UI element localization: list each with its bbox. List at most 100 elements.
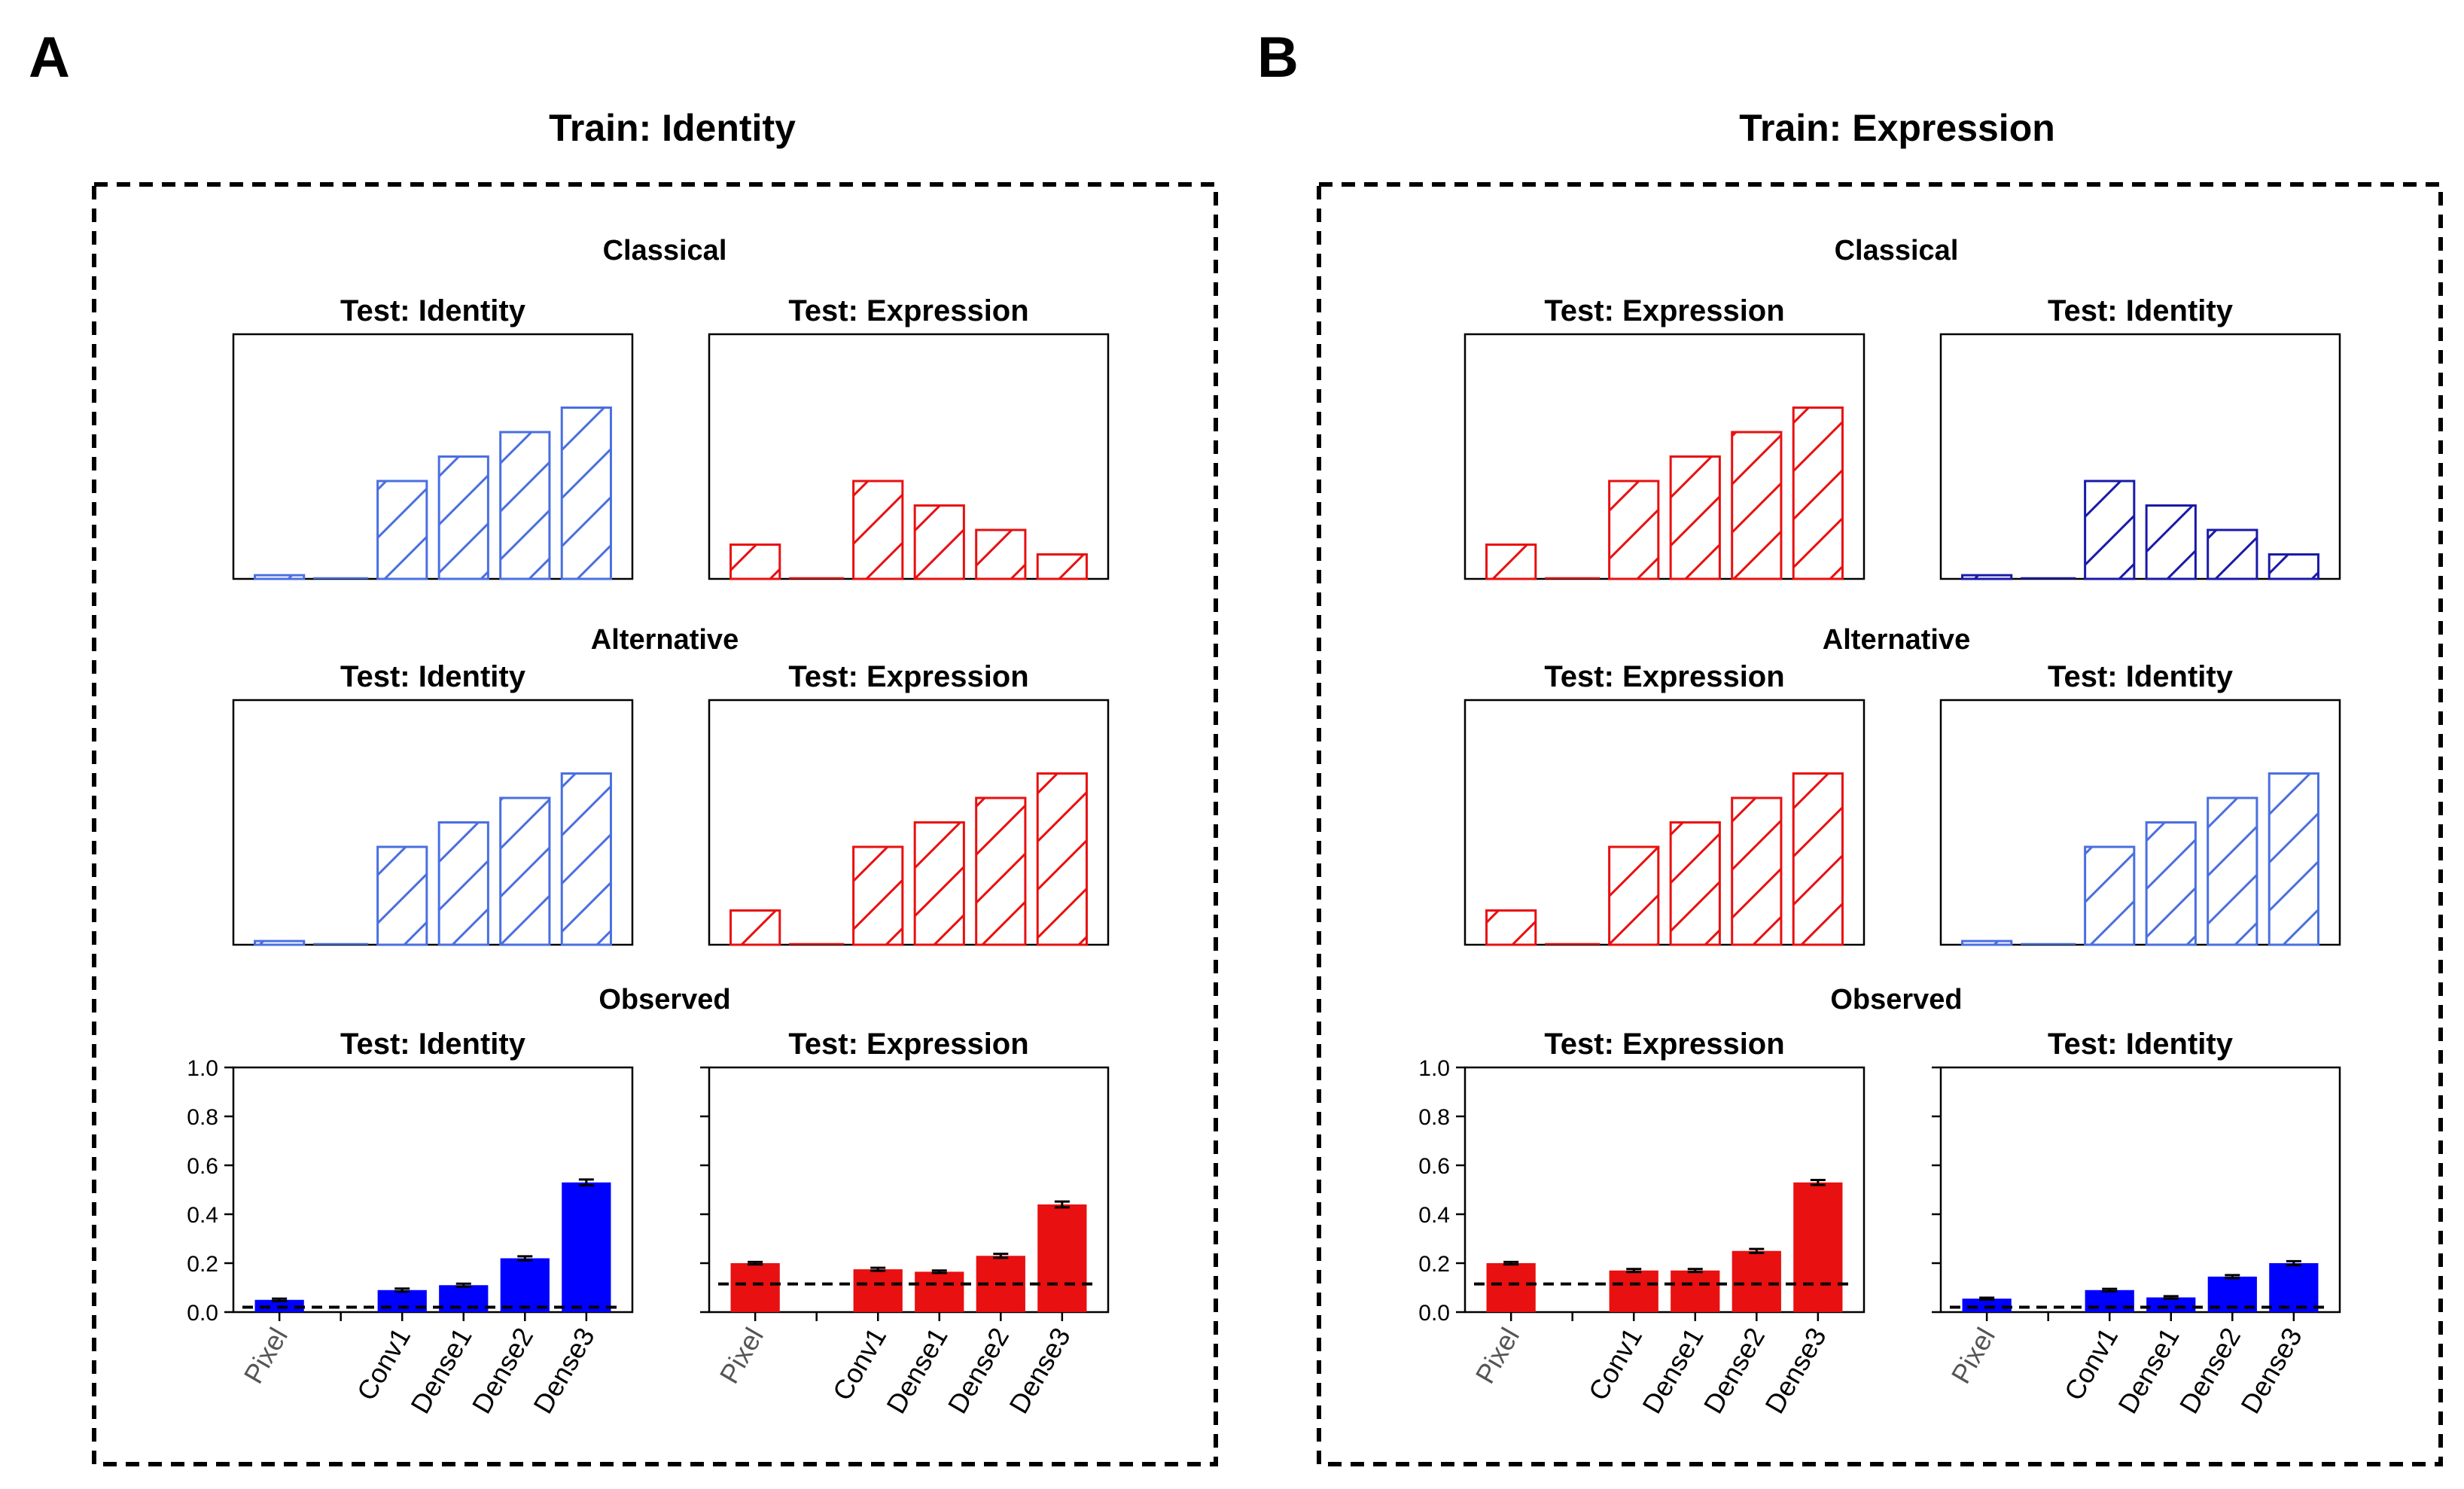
bar <box>499 431 551 580</box>
y-tick-label: 0.6 <box>187 1154 218 1179</box>
bar <box>2207 528 2258 580</box>
section-classical: Classical Test: Identity Test: Expression <box>232 235 1110 580</box>
bar <box>1037 1204 1087 1312</box>
subplot: Test: Identity <box>232 294 634 580</box>
bar <box>1731 796 1783 946</box>
y-tick-label: 1.0 <box>1418 1056 1450 1081</box>
x-tick-label: Conv1 <box>1582 1323 1649 1406</box>
section-title: Observed <box>598 984 730 1016</box>
bar <box>1961 939 2013 946</box>
bar <box>1792 772 1844 946</box>
bar <box>560 407 612 580</box>
subplot-title: Test: Identity <box>340 1028 526 1061</box>
x-tick-label: Pixel <box>1945 1323 2002 1389</box>
x-tick-label: Conv1 <box>827 1323 893 1406</box>
y-tick-label: 0.4 <box>187 1203 218 1228</box>
panel-b: B Train: Expression Classical Test: Express… <box>1257 26 2443 1466</box>
subplot-title: Test: Expression <box>1544 294 1784 327</box>
bar <box>377 1290 427 1312</box>
subplot-title: Test: Expression <box>788 660 1028 693</box>
bar <box>915 1271 964 1312</box>
bar <box>500 1258 550 1312</box>
subplot-title: Test: Identity <box>2048 294 2234 327</box>
bar <box>254 939 306 946</box>
axes-frame <box>232 699 634 946</box>
bar <box>499 796 551 946</box>
bar <box>562 1182 611 1312</box>
x-tick-label: Dense3 <box>527 1323 601 1419</box>
bar <box>1669 455 1721 580</box>
bar <box>1036 772 1088 946</box>
x-tick-label: Conv1 <box>351 1323 417 1406</box>
subplot: Test: Expression <box>1463 660 1866 946</box>
subplot: Test: Identity <box>1939 660 2341 946</box>
bar <box>913 821 965 946</box>
bar <box>1732 1250 1781 1312</box>
y-tick-label: 0.6 <box>1418 1154 1450 1179</box>
axes-frame <box>1939 333 2341 580</box>
y-tick-label: 0.2 <box>187 1252 218 1277</box>
x-tick-label: Pixel <box>238 1323 294 1389</box>
bar <box>1486 1263 1536 1312</box>
y-tick-label: 0.0 <box>1418 1301 1450 1326</box>
bar <box>1961 574 2013 580</box>
panel-a: A Train: Identity Classical Test: Identity T… <box>29 26 1218 1466</box>
y-tick-label: 0.8 <box>1418 1105 1450 1130</box>
bar <box>1036 553 1088 580</box>
bar <box>2268 553 2319 580</box>
subplot: Test: Expression <box>1463 294 1866 580</box>
x-tick-label: Dense3 <box>1003 1323 1077 1419</box>
subplot-title: Test: Expression <box>788 1028 1028 1061</box>
y-tick-label: 0.2 <box>1418 1252 1450 1277</box>
bar <box>2145 504 2197 580</box>
axes-frame <box>1463 333 1866 580</box>
bar <box>1608 845 1660 946</box>
x-tick-label: Dense3 <box>1759 1323 1832 1419</box>
bar <box>730 1263 780 1312</box>
bar <box>437 821 489 946</box>
axes-frame <box>708 699 1110 946</box>
bar <box>729 544 781 580</box>
bar <box>1485 544 1537 580</box>
bar <box>975 528 1027 580</box>
bar <box>2084 845 2136 946</box>
axes-frame <box>1939 1066 2341 1314</box>
bar <box>560 772 612 946</box>
bar <box>852 845 904 946</box>
bar <box>1485 909 1537 946</box>
section-alternative: Alternative Test: Identity Test: Expressio… <box>232 624 1110 946</box>
bar <box>2268 772 2319 946</box>
subplot-title: Test: Identity <box>2048 660 2234 693</box>
panel-dashed-box <box>92 182 1218 1466</box>
bar <box>1608 480 1660 580</box>
section-title: Alternative <box>1823 624 1970 656</box>
axes-frame <box>232 333 634 580</box>
bar <box>1792 407 1844 580</box>
subplot-title: Test: Expression <box>788 294 1028 327</box>
section-title: Classical <box>1835 235 1959 266</box>
axes-frame <box>232 1066 634 1314</box>
subplot: Test: Expression <box>708 660 1110 946</box>
section-classical: Classical Test: Expression Test: Identity <box>1463 235 2341 580</box>
section-title: Classical <box>603 235 727 266</box>
bar <box>1793 1182 1843 1312</box>
bar <box>254 574 306 580</box>
subplot-title: Test: Identity <box>340 660 526 693</box>
subplot-title: Test: Identity <box>2048 1028 2234 1061</box>
y-tick-label: 0.8 <box>187 1105 218 1130</box>
section-title: Observed <box>1830 984 1962 1016</box>
bar <box>729 909 781 946</box>
bar <box>2085 1290 2134 1312</box>
x-tick-label: Pixel <box>1470 1323 1526 1389</box>
axes-frame <box>708 333 1110 580</box>
bar <box>437 455 489 580</box>
axes-frame <box>708 1066 1110 1314</box>
bar <box>2084 480 2136 580</box>
subplot: Test: Identity <box>1939 294 2341 580</box>
